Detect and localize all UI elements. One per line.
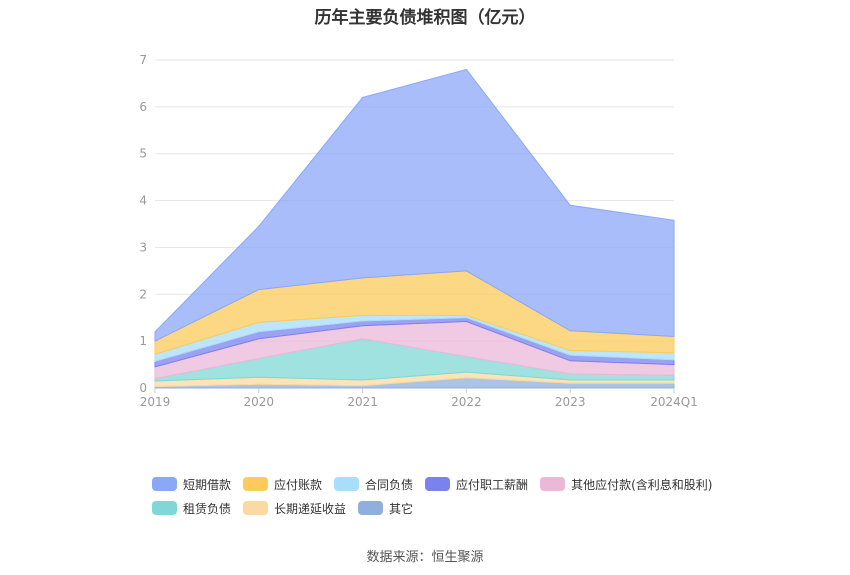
legend-swatch <box>334 477 360 491</box>
y-tick-label: 3 <box>139 240 147 254</box>
x-tick-label: 2020 <box>244 395 275 409</box>
x-tick-label: 2021 <box>347 395 378 409</box>
area-series <box>154 68 675 389</box>
legend-label: 长期递延收益 <box>274 501 347 516</box>
legend-item[interactable]: 应付账款 <box>243 476 322 493</box>
stacked-area-chart: 0 1 2 3 4 5 6 7 2019 2020 2021 2022 2023 2024Q1 <box>139 53 697 409</box>
legend-label: 其他应付款(含利息和股利) <box>571 477 713 492</box>
legend-label: 合同负债 <box>365 477 414 492</box>
legend: 短期借款 应付账款 合同负债 应付职工薪酬 其他应付款(含利息和股利) 租赁负债 长期递延… <box>152 472 752 520</box>
legend-swatch <box>243 477 269 491</box>
area-series-短期借款 <box>154 68 675 342</box>
y-tick-label: 5 <box>139 147 147 161</box>
legend-row-1: 短期借款 应付账款 合同负债 应付职工薪酬 其他应付款(含利息和股利) <box>152 472 752 496</box>
x-tick-label: 2023 <box>555 395 586 409</box>
x-tick-label: 2022 <box>451 395 482 409</box>
legend-item[interactable]: 短期借款 <box>152 476 231 493</box>
x-tick-label: 2019 <box>140 395 171 409</box>
legend-item[interactable]: 长期递延收益 <box>243 500 346 517</box>
legend-swatch <box>243 501 269 515</box>
legend-label: 短期借款 <box>183 477 232 492</box>
y-tick-label: 7 <box>139 53 147 67</box>
legend-item[interactable]: 其它 <box>358 500 413 517</box>
legend-item[interactable]: 应付职工薪酬 <box>425 476 528 493</box>
y-tick-label: 6 <box>139 100 147 114</box>
axes: 0 1 2 3 4 5 6 7 2019 2020 2021 2022 2023 2024Q1 <box>139 53 697 409</box>
legend-swatch <box>152 501 177 515</box>
y-tick-label: 4 <box>139 194 147 208</box>
y-tick-label: 0 <box>139 381 147 395</box>
y-tick-label: 1 <box>139 334 147 348</box>
y-tick-label: 2 <box>139 287 147 301</box>
legend-item[interactable]: 租赁负债 <box>152 500 231 517</box>
legend-item[interactable]: 其他应付款(含利息和股利) <box>540 476 712 493</box>
legend-label: 应付职工薪酬 <box>456 477 529 492</box>
data-source: 数据来源：恒生聚源 <box>366 550 484 565</box>
chart-title: 历年主要负债堆积图（亿元） <box>314 8 536 28</box>
legend-row-2: 租赁负债 长期递延收益 其它 <box>152 496 752 520</box>
legend-swatch <box>425 477 451 491</box>
legend-label: 其它 <box>389 501 414 516</box>
x-tick-label: 2024Q1 <box>650 395 698 409</box>
legend-swatch <box>540 477 566 491</box>
legend-swatch <box>152 477 177 491</box>
legend-item[interactable]: 合同负债 <box>334 476 413 493</box>
legend-label: 应付账款 <box>274 477 323 492</box>
legend-label: 租赁负债 <box>183 501 232 516</box>
legend-swatch <box>358 501 384 515</box>
